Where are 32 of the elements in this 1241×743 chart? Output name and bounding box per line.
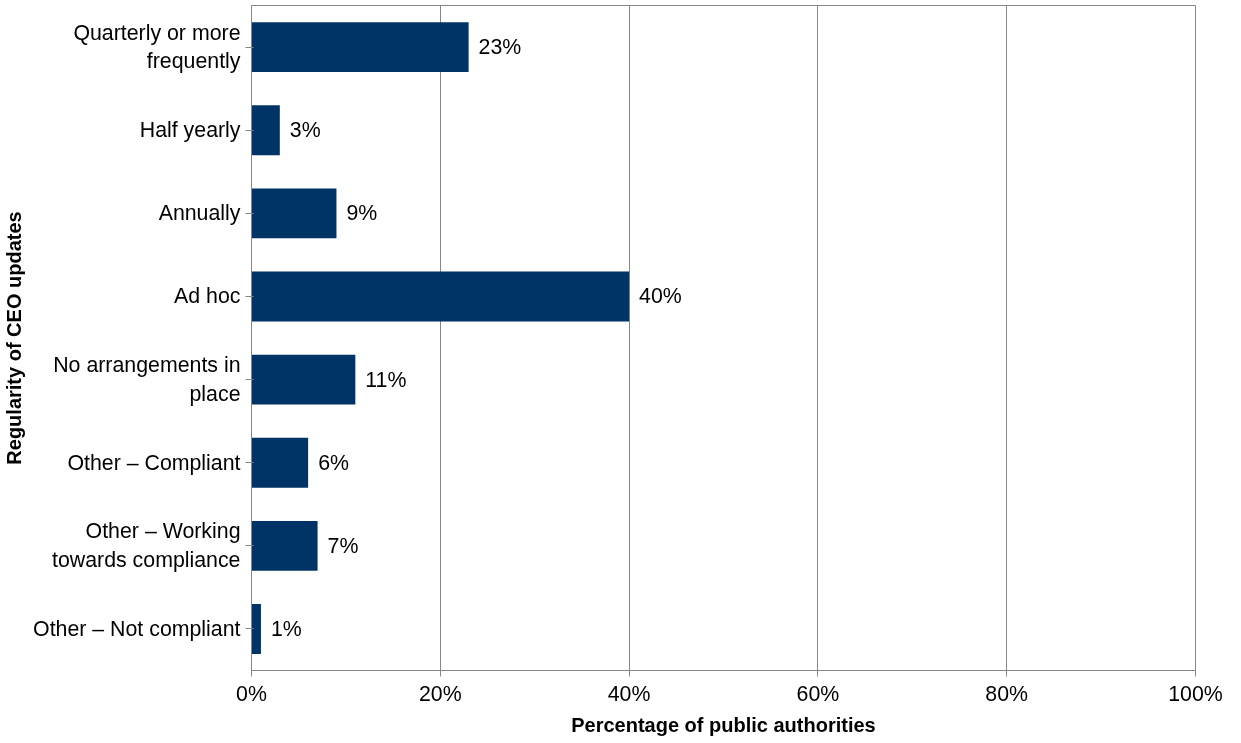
- y-tick-label: Quarterly or more frequently: [73, 20, 241, 74]
- x-axis-title: Percentage of public authorities: [571, 713, 876, 736]
- y-tick-label: No arrangements in place: [53, 353, 241, 406]
- x-tick-label: 80%: [985, 681, 1029, 706]
- bar: [251, 105, 280, 156]
- y-tick-label: Other – Compliant: [67, 450, 241, 475]
- data-label: 3%: [289, 118, 321, 143]
- bar: [251, 271, 630, 322]
- y-tick-label: Half yearly: [139, 118, 241, 143]
- x-tick-label: 0%: [236, 681, 267, 706]
- y-tick-label: Other – Not compliant: [33, 616, 241, 641]
- x-tick-label: 20%: [418, 681, 462, 706]
- x-tick-label: 100%: [1168, 681, 1223, 706]
- data-label: 23%: [478, 35, 522, 60]
- bar: [251, 437, 309, 488]
- y-tick-label: Ad hoc: [174, 284, 241, 309]
- data-label: 11%: [365, 367, 407, 392]
- data-label: 1%: [270, 616, 302, 641]
- bar: [251, 354, 356, 405]
- bar: [251, 604, 261, 654]
- x-tick-label: 40%: [607, 681, 651, 706]
- data-label: 9%: [346, 201, 378, 226]
- data-label: 40%: [639, 284, 682, 309]
- data-label: 7%: [327, 533, 359, 558]
- y-tick-label: Other – Working towards compliance: [52, 519, 241, 573]
- data-label: 6%: [318, 450, 349, 475]
- y-axis-title: Regularity of CEO updates: [3, 211, 26, 465]
- bar: [251, 188, 337, 239]
- x-tick-label: 60%: [796, 681, 840, 706]
- bar: [251, 22, 469, 72]
- y-tick-label: Annually: [158, 201, 241, 226]
- bar: [251, 520, 318, 571]
